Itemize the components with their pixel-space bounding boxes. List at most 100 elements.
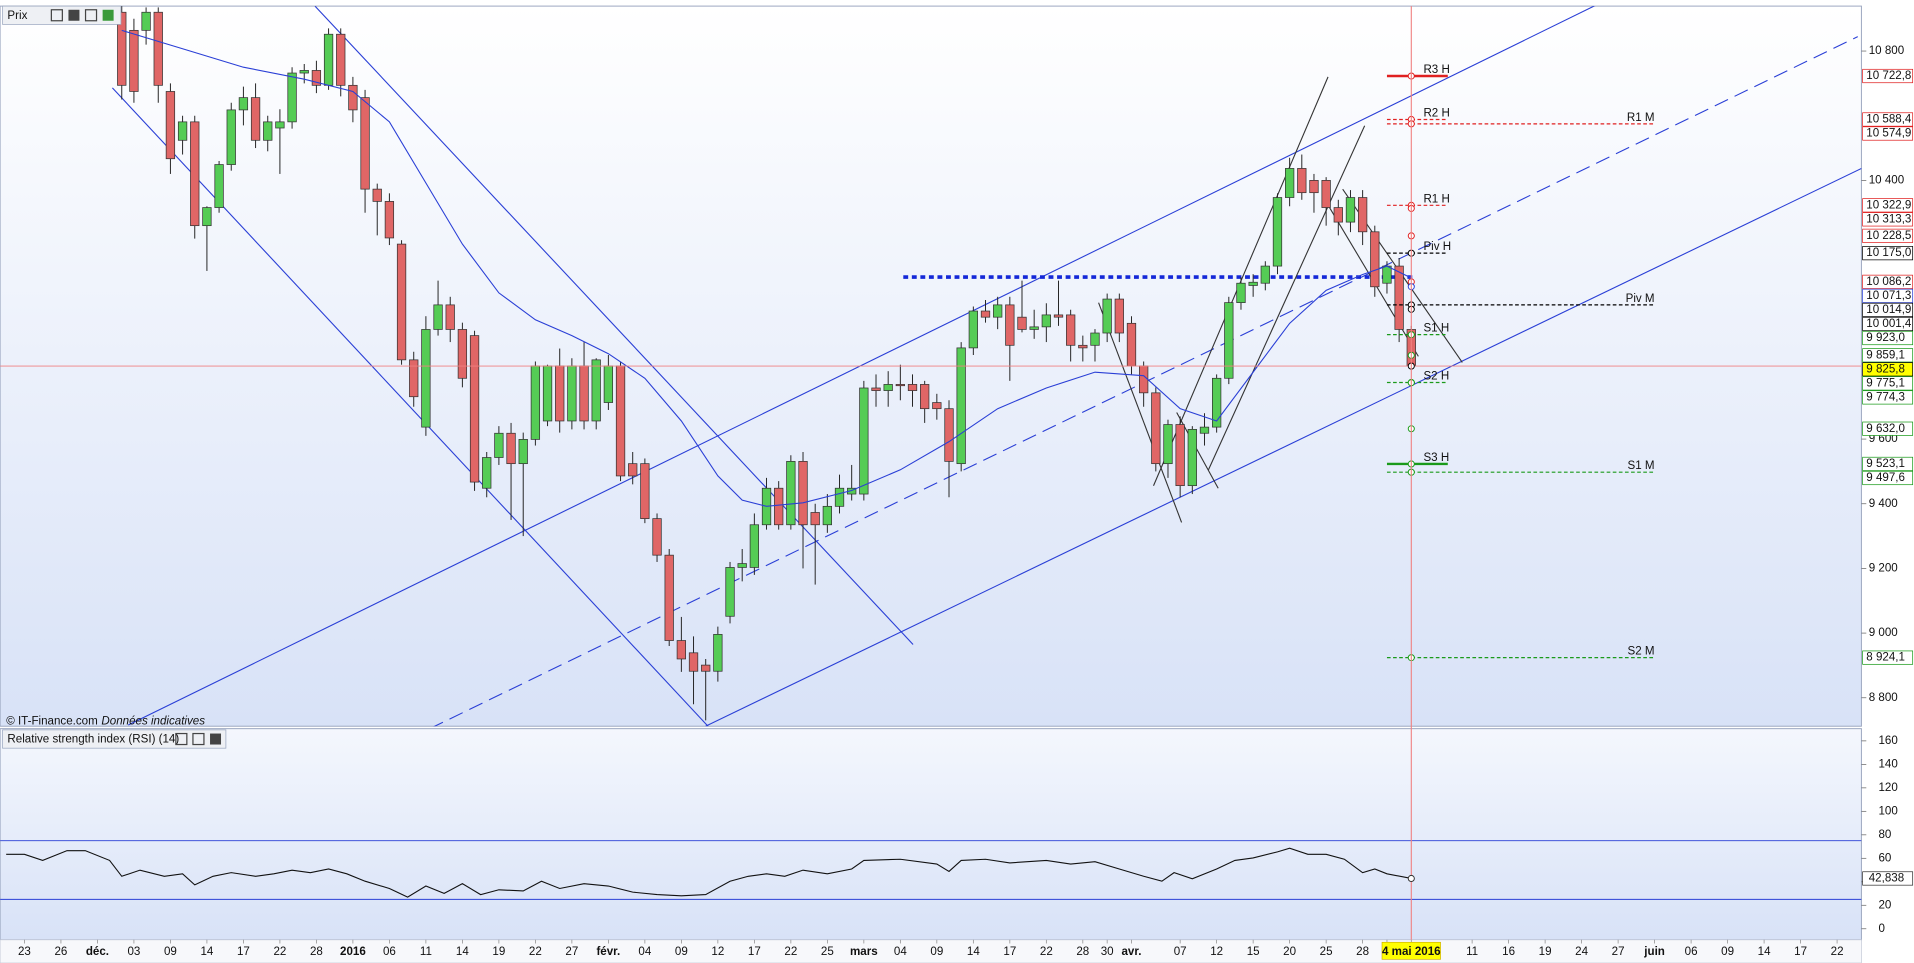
price-box — [1862, 212, 1914, 227]
candle-body — [129, 29, 139, 92]
moving-average — [121, 29, 1412, 507]
icon-window[interactable] — [192, 732, 205, 746]
candle-body — [944, 408, 954, 462]
rsi-title-background — [2, 729, 227, 749]
price-box-label: 10 313,3 — [1866, 213, 1911, 225]
x-tick-label: 09 — [164, 946, 177, 958]
candle-body — [798, 461, 808, 526]
icon-close[interactable] — [68, 9, 80, 21]
candle-body — [1175, 424, 1185, 487]
candle-body — [713, 634, 723, 672]
rsi-box — [1862, 871, 1914, 886]
pivot-name: R3 H — [1423, 64, 1449, 76]
icon-window[interactable] — [84, 9, 98, 22]
candle-body — [932, 402, 942, 410]
candle-body — [615, 365, 626, 477]
y-tick-label: 10 400 — [1869, 174, 1904, 186]
candle-body — [1078, 344, 1088, 349]
candle-body — [518, 439, 528, 465]
candle-body — [482, 457, 492, 489]
candle-body — [336, 33, 346, 86]
x-tick-label: mars — [850, 946, 878, 958]
y-tick-label: 20 — [1879, 899, 1892, 911]
price-box-label: 9 774,3 — [1866, 391, 1905, 403]
price-box-label: 10 175,0 — [1866, 247, 1911, 259]
price-box-label: 9 859,1 — [1866, 349, 1905, 361]
candle-body — [1297, 168, 1307, 194]
candle-body — [1163, 424, 1173, 465]
price-box-label: 9 497,6 — [1866, 472, 1905, 484]
y-tick-label: 60 — [1879, 852, 1892, 864]
candle-body — [920, 384, 930, 410]
x-tick-label: 30 — [1101, 946, 1114, 958]
candle-body — [433, 304, 443, 330]
price-box — [1862, 198, 1914, 213]
x-tick-label: 24 — [1575, 946, 1588, 958]
x-tick-label: 25 — [1320, 946, 1333, 958]
price-box — [1862, 288, 1914, 303]
source-note: Données indicatives — [101, 715, 205, 727]
candle-body — [1199, 426, 1210, 434]
candle-body — [1333, 207, 1343, 223]
pivot-name: R1 M — [1627, 112, 1655, 124]
candle-body — [822, 505, 832, 526]
price-box — [1862, 348, 1914, 363]
trend-line — [705, 167, 1862, 727]
x-tick-label: 14 — [1758, 946, 1771, 958]
candle-body — [1345, 197, 1356, 223]
candle-body — [1394, 265, 1404, 330]
candle-body — [1139, 365, 1149, 394]
candle-body — [834, 487, 845, 507]
price-box-label: 9 523,1 — [1866, 458, 1905, 470]
price-box — [1862, 316, 1914, 332]
y-tick-label: 80 — [1879, 829, 1892, 841]
candle-body — [749, 524, 759, 568]
x-tick-label: 22 — [529, 946, 542, 958]
candle-body — [591, 359, 601, 422]
price-box — [1862, 274, 1914, 289]
candle-body — [664, 554, 674, 641]
y-tick-label: 0 — [1879, 923, 1885, 935]
x-tick-label: 04 — [638, 946, 651, 958]
price-box-label: 9 775,1 — [1866, 377, 1905, 389]
icon-settings[interactable] — [50, 9, 63, 22]
price-box — [1862, 362, 1914, 377]
candle-body — [421, 329, 431, 428]
candle-body — [445, 304, 455, 330]
candle-body — [1382, 265, 1392, 284]
price-box — [1862, 228, 1914, 243]
x-tick-label: 22 — [1040, 946, 1053, 958]
price-layer: R3 H R2 H R1 M R1 H Piv H Piv M S1 H S2 H S3 H S1… — [0, 6, 1862, 727]
candle-body — [275, 121, 285, 129]
candle-body — [263, 121, 273, 141]
candle-body — [1126, 322, 1137, 367]
candle-body — [141, 11, 151, 31]
x-tick-label: 22 — [1831, 946, 1844, 958]
x-tick-label: juin — [1643, 946, 1665, 958]
candle-body — [530, 365, 541, 440]
candle-body — [725, 567, 735, 617]
candle-body — [299, 70, 309, 74]
icon-settings[interactable] — [175, 732, 188, 746]
candle-body — [360, 97, 370, 190]
candle-body — [1114, 298, 1124, 334]
x-tick-label: 17 — [1003, 946, 1016, 958]
icon-close[interactable] — [210, 733, 222, 745]
x-tick-label: 23 — [18, 946, 31, 958]
candle-body — [287, 72, 297, 123]
x-tick-label: 26 — [54, 946, 67, 958]
x-tick-label: 27 — [565, 946, 578, 958]
x-tick-label: 28 — [1076, 946, 1089, 958]
icon-add[interactable] — [102, 9, 114, 21]
candle-body — [640, 463, 650, 519]
wedge-line — [1207, 125, 1366, 471]
price-box-label: 10 588,4 — [1866, 114, 1912, 126]
price-box-label: 10 086,2 — [1866, 276, 1911, 288]
price-box-label: 10 722,8 — [1866, 70, 1911, 82]
candle-body — [737, 563, 747, 568]
price-box — [1862, 470, 1914, 486]
candle-body — [202, 207, 212, 227]
candle-body — [214, 164, 224, 208]
title-box: Prix — [2, 5, 122, 25]
pivot-name: S2 H — [1423, 370, 1449, 382]
